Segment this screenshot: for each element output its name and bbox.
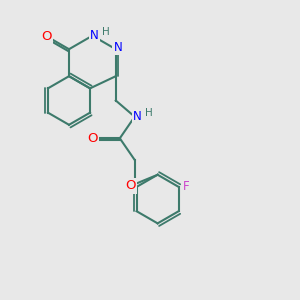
- Text: O: O: [87, 132, 98, 145]
- Text: H: H: [145, 108, 153, 118]
- Text: N: N: [113, 41, 122, 54]
- Text: F: F: [183, 180, 190, 194]
- Text: N: N: [90, 29, 99, 42]
- Text: H: H: [102, 27, 110, 37]
- Text: O: O: [41, 30, 52, 43]
- Text: N: N: [133, 110, 142, 123]
- Text: O: O: [125, 179, 135, 192]
